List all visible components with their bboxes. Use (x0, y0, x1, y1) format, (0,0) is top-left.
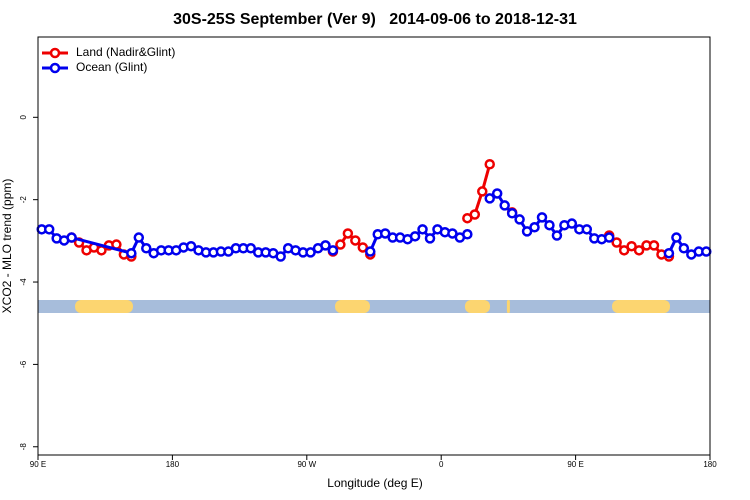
data-point (544, 219, 555, 231)
x-tick-label: 180 (166, 460, 180, 469)
data-point (626, 240, 637, 252)
data-point (357, 242, 369, 253)
x-tick-label: 0 (439, 460, 444, 469)
x-tick-label: 90 E (30, 460, 46, 469)
y-tick-label: -4 (19, 278, 28, 286)
data-point (43, 224, 55, 235)
data-point (477, 186, 488, 197)
data-point (141, 243, 152, 254)
legend-marker (49, 62, 61, 74)
data-point (305, 247, 316, 258)
surface-strip (38, 300, 710, 313)
plot-area (36, 159, 712, 262)
data-point (514, 214, 525, 225)
land-segment (612, 300, 670, 313)
data-point (701, 246, 712, 257)
data-point (417, 224, 428, 235)
plot-frame (37, 36, 711, 456)
data-point (499, 200, 510, 211)
data-point (365, 246, 376, 257)
ocean-strip (38, 300, 710, 313)
data-point (678, 243, 690, 254)
x-tick-label: 90 W (297, 460, 316, 469)
data-point (66, 232, 77, 243)
data-point (491, 188, 503, 199)
legend-marker (49, 47, 61, 59)
data-point (663, 247, 675, 259)
land-segment (75, 300, 133, 313)
data-point (529, 222, 540, 233)
data-point (506, 208, 518, 219)
x-tick-label: 180 (703, 460, 717, 469)
data-point (327, 245, 339, 256)
data-point (447, 228, 458, 239)
data-point (633, 245, 645, 256)
data-point (379, 228, 391, 239)
land-segment (506, 300, 510, 313)
data-point (618, 245, 630, 256)
data-point (611, 237, 622, 248)
data-point (409, 231, 421, 242)
y-tick-label: -6 (19, 360, 28, 368)
x-axis-title: Longitude (deg E) (327, 476, 422, 490)
y-tick-label: -8 (19, 443, 28, 451)
data-point (275, 251, 286, 262)
legend: Land (Nadir&Glint)Ocean (Glint) (42, 45, 175, 74)
series-line (70, 163, 670, 258)
data-point (648, 240, 660, 251)
data-point (671, 232, 682, 243)
data-point (521, 226, 533, 237)
data-point (536, 212, 548, 223)
data-point (484, 193, 495, 204)
data-point (133, 232, 145, 243)
data-point (484, 159, 495, 170)
legend-label: Ocean (Glint) (76, 60, 147, 74)
y-tick-label: -2 (19, 196, 28, 204)
data-point (462, 229, 473, 240)
x-tick-label: 90 E (567, 460, 583, 469)
chart-title: 30S-25S September (Ver 9) 2014-09-06 to … (173, 11, 577, 28)
data-point (566, 218, 578, 229)
data-point (245, 243, 257, 254)
data-point (603, 232, 615, 243)
data-point (185, 240, 197, 252)
data-point (551, 230, 563, 241)
legend-label: Land (Nadir&Glint) (76, 45, 175, 59)
data-point (320, 240, 331, 251)
data-point (126, 247, 137, 259)
data-point (469, 209, 481, 220)
data-point (581, 224, 593, 235)
data-point (424, 233, 436, 244)
y-axis-title: XCO2 - MLO trend (ppm) (0, 179, 14, 314)
y-tick-label: 0 (19, 115, 28, 120)
data-point (335, 239, 346, 250)
data-point (342, 228, 354, 239)
land-segment (335, 300, 370, 313)
land-segment (464, 300, 491, 313)
data-point (350, 235, 361, 246)
